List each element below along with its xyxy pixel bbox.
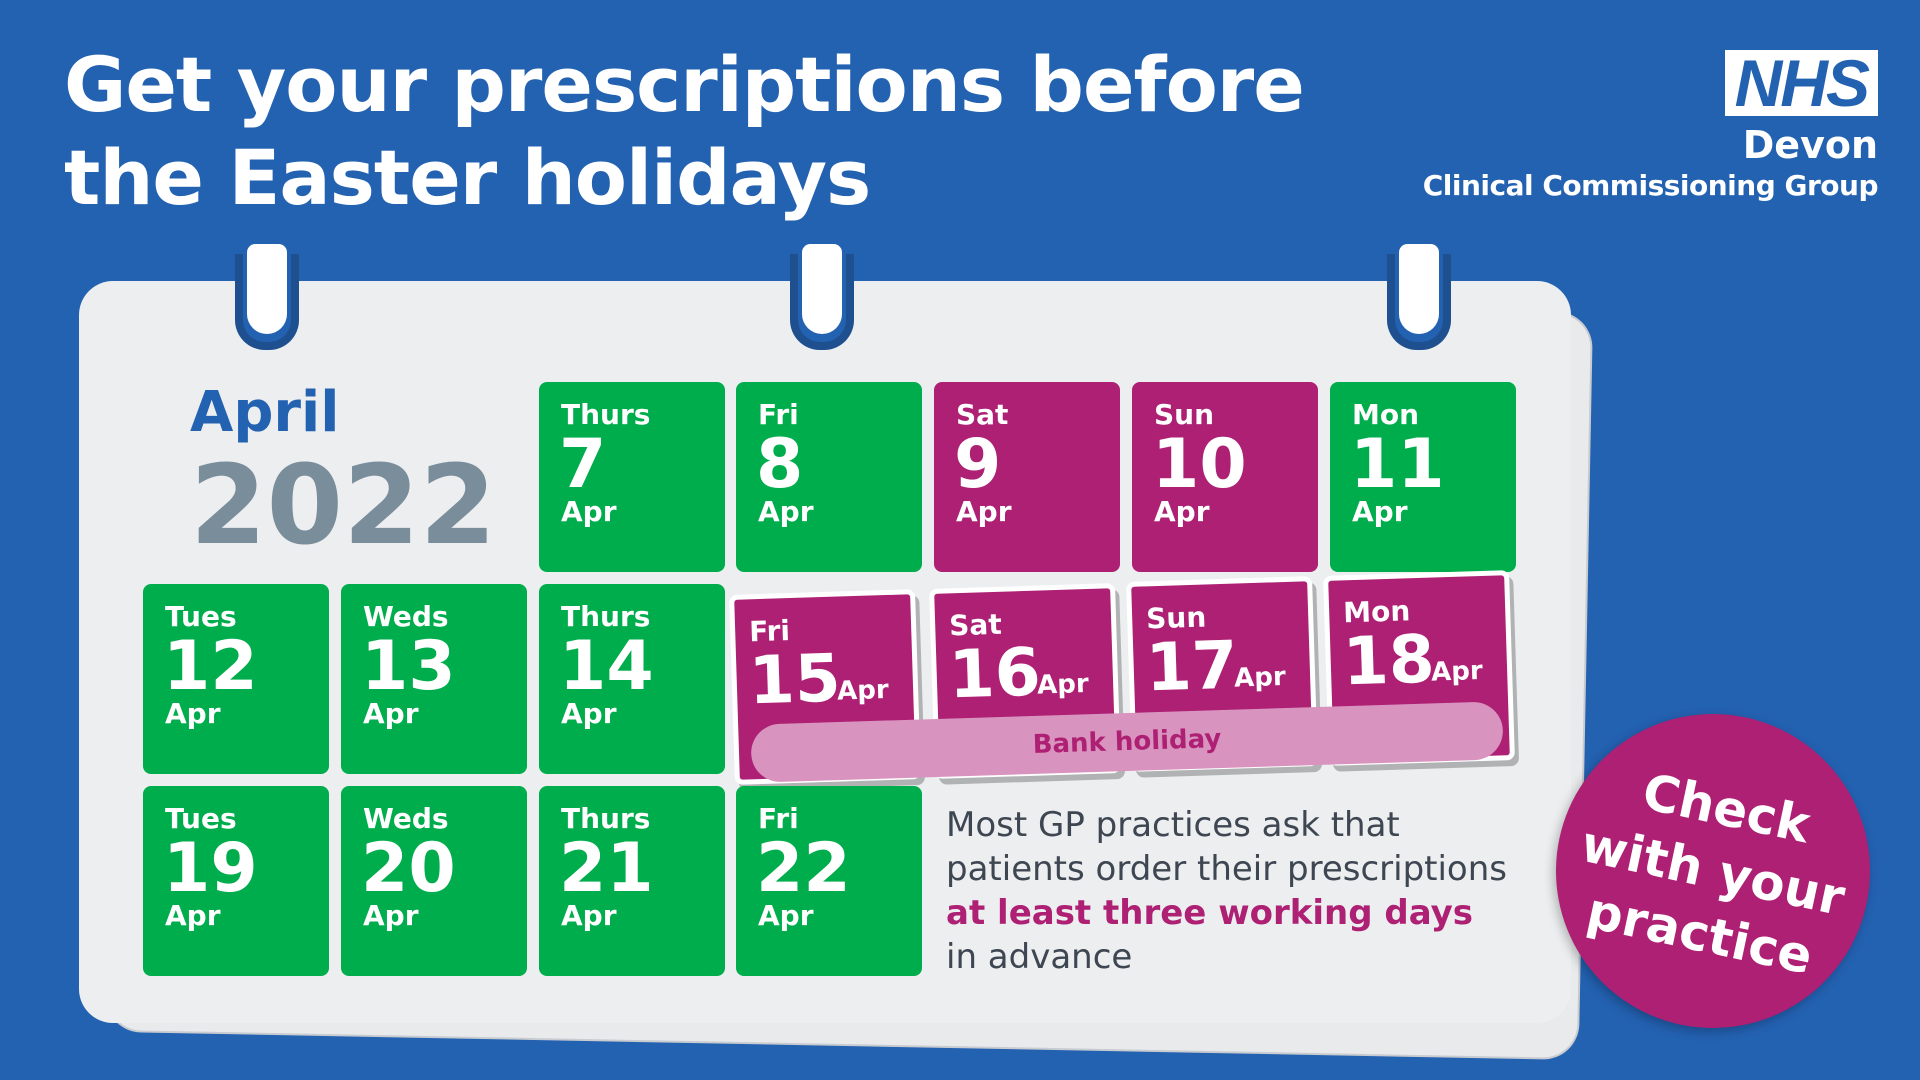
day-tile-closed: Sat 9 Apr [934, 382, 1120, 572]
advice-line-2: patients order their prescriptions [946, 849, 1507, 889]
day-number: 9 [954, 425, 1002, 504]
day-tile-closed: Sun 10 Apr [1132, 382, 1318, 572]
org-subtitle: Clinical Commissioning Group [1422, 169, 1879, 202]
nhs-devon-logo: NHS Devon Clinical Commissioning Group [1422, 46, 1879, 206]
day-tile-working: Fri 22 Apr [736, 786, 922, 976]
day-number: 22 [756, 829, 851, 908]
day-month: Apr [165, 899, 221, 932]
day-month: Apr [758, 899, 814, 932]
day-month: Apr [1154, 495, 1210, 528]
day-tile-working: Thurs 7 Apr [539, 382, 725, 572]
advice-highlight: at least three working days [946, 893, 1474, 933]
advice-line-4: in advance [946, 937, 1133, 977]
day-month: Apr [836, 675, 890, 707]
day-tile-working: Fri 8 Apr [736, 382, 922, 572]
day-number: 19 [163, 829, 258, 908]
day-month: Apr [1430, 656, 1484, 688]
day-month: Apr [561, 697, 617, 730]
day-name: Fri [758, 398, 799, 431]
advice-note: Most GP practices ask that patients orde… [946, 803, 1546, 979]
page-title: Get your prescriptions before the Easter… [64, 38, 1305, 224]
day-month: Apr [363, 899, 419, 932]
day-tile-working: Weds 20 Apr [341, 786, 527, 976]
day-name: Thurs [561, 398, 651, 431]
title-line-1: Get your prescriptions before [64, 40, 1305, 129]
day-name: Tues [165, 600, 237, 633]
day-tile-working: Thurs 14 Apr [539, 584, 725, 774]
day-name: Sun [1154, 398, 1215, 431]
day-name: Sat [956, 398, 1009, 431]
day-name: Mon [1352, 398, 1420, 431]
nhs-logo-box: NHS [1724, 46, 1878, 120]
day-name: Fri [758, 802, 799, 835]
day-tile-working: Tues 12 Apr [143, 584, 329, 774]
day-month: Apr [165, 697, 221, 730]
day-month: Apr [758, 495, 814, 528]
day-number: 8 [756, 425, 804, 504]
day-number: 13 [361, 627, 456, 706]
day-tile-working: Weds 13 Apr [341, 584, 527, 774]
day-number: 18 [1341, 620, 1436, 701]
day-number: 21 [559, 829, 654, 908]
advice-line-1: Most GP practices ask that [946, 805, 1400, 845]
nhs-wordmark: NHS [1734, 46, 1870, 120]
calendar-year: 2022 [190, 441, 497, 569]
day-month: Apr [1036, 669, 1090, 701]
day-number: 11 [1350, 425, 1445, 504]
day-number: 20 [361, 829, 456, 908]
day-tile-working: Mon 11 Apr [1330, 382, 1516, 572]
day-number: 17 [1144, 626, 1239, 707]
day-tile-working: Thurs 21 Apr [539, 786, 725, 976]
binder-ring-icon [1387, 244, 1451, 350]
org-name: Devon [1742, 123, 1878, 167]
calendar-month: April [190, 380, 340, 445]
day-name: Weds [363, 600, 449, 633]
day-month: Apr [363, 697, 419, 730]
day-month: Apr [1352, 495, 1408, 528]
day-name: Weds [363, 802, 449, 835]
day-month: Apr [561, 495, 617, 528]
day-number: 14 [559, 627, 654, 706]
binder-ring-icon [790, 244, 854, 350]
day-name: Thurs [561, 802, 651, 835]
day-month: Apr [956, 495, 1012, 528]
binder-ring-icon [235, 244, 299, 350]
day-name: Tues [165, 802, 237, 835]
title-line-2: the Easter holidays [64, 133, 871, 222]
day-number: 12 [163, 627, 258, 706]
day-tile-working: Tues 19 Apr [143, 786, 329, 976]
day-number: 7 [559, 425, 607, 504]
day-number: 15 [747, 639, 842, 720]
day-number: 10 [1152, 425, 1247, 504]
day-name: Thurs [561, 600, 651, 633]
day-number: 16 [947, 633, 1042, 714]
day-month: Apr [561, 899, 617, 932]
day-month: Apr [1233, 662, 1287, 694]
